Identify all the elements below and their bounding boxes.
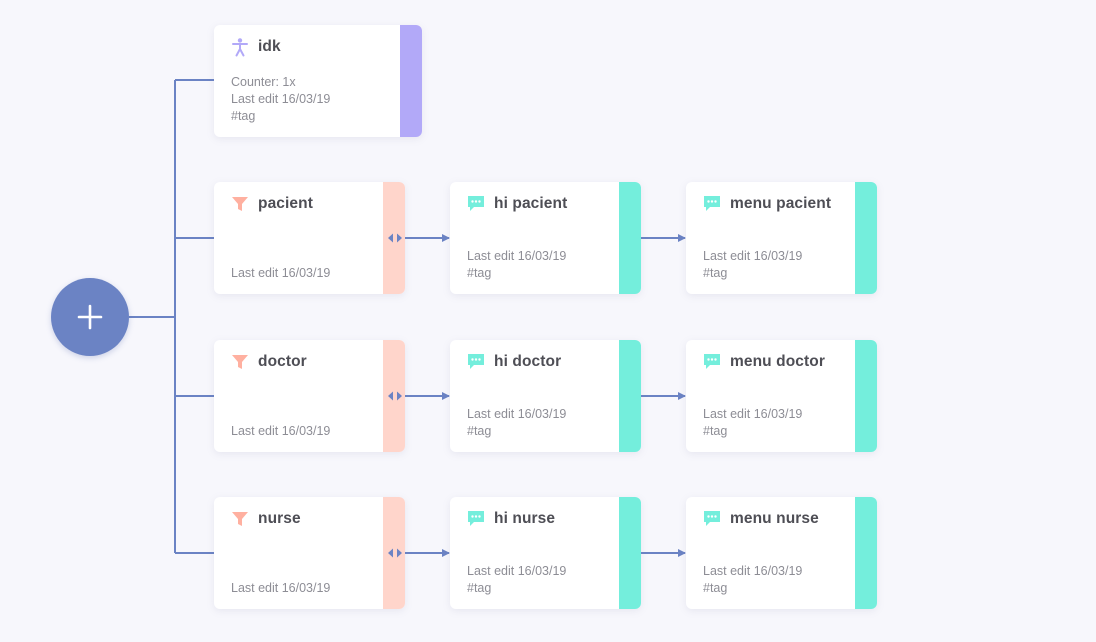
root-card[interactable]: idk Counter: 1x Last edit 16/03/19 #tag [214,25,422,137]
message-card-tag: #tag [467,266,492,280]
message-card-accent [855,340,877,452]
chat-icon [468,196,484,211]
filter-card-title: doctor [258,353,307,370]
chat-icon [704,196,720,211]
filter-card-accent [383,182,405,294]
message-card-tag: #tag [467,581,492,595]
message-card-tag: #tag [703,424,728,438]
message-card-menu-doctor[interactable]: menu doctor Last edit 16/03/19 #tag [686,340,877,452]
message-card-last-edit: Last edit 16/03/19 [467,249,567,263]
message-card-hi-pacient[interactable]: hi pacient Last edit 16/03/19 #tag [450,182,641,294]
message-card-hi-nurse[interactable]: hi nurse Last edit 16/03/19 #tag [450,497,641,609]
message-card-title: menu pacient [730,195,832,212]
filter-card-title: nurse [258,510,301,527]
message-card-title: menu doctor [730,353,825,370]
message-card-accent [619,340,641,452]
message-card-last-edit: Last edit 16/03/19 [467,564,567,578]
funnel-icon [232,512,248,526]
plus-icon [77,304,103,330]
filter-card-last-edit: Last edit 16/03/19 [231,581,331,595]
filter-card-doctor[interactable]: doctor Last edit 16/03/19 [214,340,405,452]
message-card-menu-pacient[interactable]: menu pacient Last edit 16/03/19 #tag [686,182,877,294]
root-card-tag: #tag [231,109,256,123]
filter-card-title: pacient [258,195,313,212]
message-card-last-edit: Last edit 16/03/19 [703,407,803,421]
message-card-tag: #tag [467,424,492,438]
split-toggle-icon[interactable] [388,548,402,558]
message-card-title: menu nurse [730,510,819,527]
message-card-tag: #tag [703,266,728,280]
funnel-icon [232,355,248,369]
funnel-icon [232,197,248,211]
root-card-counter: Counter: 1x [231,75,296,89]
split-toggle-icon[interactable] [388,391,402,401]
chat-icon [468,354,484,369]
message-card-last-edit: Last edit 16/03/19 [703,249,803,263]
person-icon [232,38,248,57]
message-card-accent [855,497,877,609]
add-button[interactable] [51,278,129,356]
filter-card-last-edit: Last edit 16/03/19 [231,266,331,280]
message-card-title: hi pacient [494,195,568,212]
message-card-last-edit: Last edit 16/03/19 [467,407,567,421]
root-card-title: idk [258,38,281,55]
filter-card-pacient[interactable]: pacient Last edit 16/03/19 [214,182,405,294]
root-card-accent [400,25,422,137]
message-card-accent [619,182,641,294]
message-card-hi-doctor[interactable]: hi doctor Last edit 16/03/19 #tag [450,340,641,452]
message-card-accent [619,497,641,609]
message-card-title: hi doctor [494,353,562,370]
filter-card-accent [383,340,405,452]
chat-icon [704,511,720,526]
message-card-tag: #tag [703,581,728,595]
message-card-menu-nurse[interactable]: menu nurse Last edit 16/03/19 #tag [686,497,877,609]
filter-card-last-edit: Last edit 16/03/19 [231,424,331,438]
filter-card-accent [383,497,405,609]
split-toggle-icon[interactable] [388,233,402,243]
message-card-last-edit: Last edit 16/03/19 [703,564,803,578]
message-card-title: hi nurse [494,510,556,527]
chat-icon [468,511,484,526]
root-card-last-edit: Last edit 16/03/19 [231,92,331,106]
chat-icon [704,354,720,369]
message-card-accent [855,182,877,294]
filter-card-nurse[interactable]: nurse Last edit 16/03/19 [214,497,405,609]
